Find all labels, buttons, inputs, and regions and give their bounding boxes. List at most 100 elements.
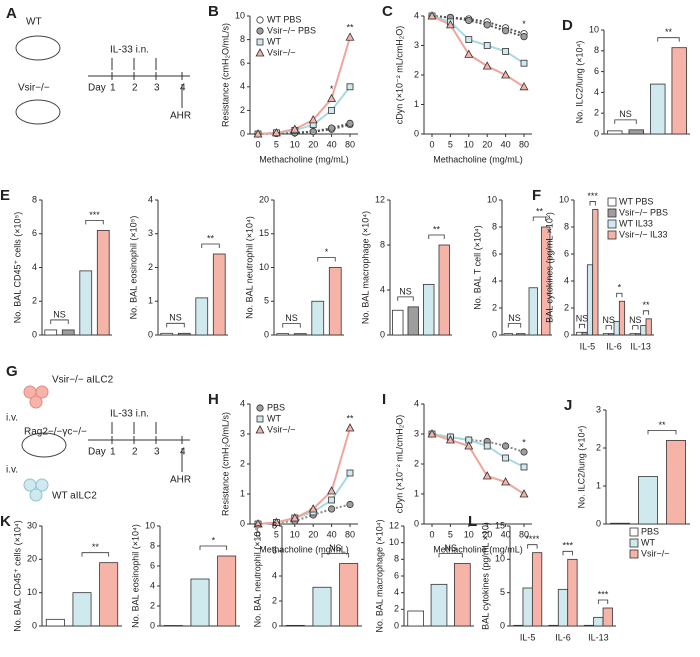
y-tick-label: 4 (32, 262, 37, 272)
x-tick-label: 20 (308, 529, 318, 539)
bracket (397, 296, 414, 301)
y-tick-label: 1 (414, 488, 419, 498)
y-tick-label: 4 (414, 398, 419, 408)
marker (290, 513, 300, 522)
y-tick-label: 4 (240, 398, 245, 408)
y-tick-label: 10 (259, 262, 269, 272)
y-tick-label: 4 (594, 87, 599, 97)
cell (35, 385, 49, 399)
bracket (507, 323, 522, 328)
y-axis-label: No. BAL CD45⁺ cells (×10⁵) (12, 212, 22, 323)
bar (438, 244, 450, 336)
bracket (527, 544, 538, 549)
x-tick-label: 10 (290, 529, 300, 539)
significance: NS (508, 313, 521, 323)
x-tick-label: 80 (519, 529, 529, 539)
bar (583, 624, 595, 627)
bracket (50, 319, 69, 324)
y-tick-label: 8 (150, 540, 155, 550)
y-tick-label: 0 (394, 620, 399, 630)
bar (610, 522, 630, 525)
x-tick-label: 80 (345, 529, 355, 539)
x-tick-label: 0 (255, 529, 260, 539)
significance: ** (642, 300, 650, 310)
panel-label: J (564, 397, 572, 414)
y-tick-label: 8 (380, 239, 385, 249)
y-tick-label: 6 (564, 248, 569, 258)
significance: ** (346, 413, 354, 423)
marker (464, 49, 474, 58)
bracket (597, 599, 609, 604)
marker (346, 500, 354, 509)
bar (503, 333, 513, 336)
legend-swatch (629, 527, 639, 537)
bar (217, 555, 237, 627)
y-axis-label: No. BAL T cell (×10⁴) (472, 225, 482, 310)
y-tick-label: 20 (259, 194, 269, 204)
y-tick-label: 6 (594, 66, 599, 76)
y-tick-label: 0 (272, 620, 277, 630)
y-tick-label: 6 (32, 228, 37, 238)
marker (327, 505, 336, 513)
bar (190, 578, 210, 627)
marker (308, 504, 318, 513)
bracket (321, 553, 350, 558)
y-tick-label: 1 (148, 296, 153, 306)
marker (501, 442, 510, 450)
bracket (166, 322, 185, 328)
legend-label: Vsir−/− (267, 47, 296, 57)
bar (629, 333, 636, 336)
marker (501, 27, 510, 35)
mouse (21, 432, 67, 458)
significance: * (522, 437, 526, 447)
bar (312, 586, 332, 627)
y-tick-label: 4 (492, 275, 497, 285)
y-tick-label: 2 (240, 105, 245, 115)
significance: ** (665, 27, 673, 37)
marker (483, 42, 491, 49)
significance: * (522, 19, 526, 29)
legend-label: Vsir−/− PBS (619, 207, 668, 217)
x-tick-label: IL-6 (606, 341, 622, 351)
series-line (431, 15, 525, 88)
bar (61, 329, 75, 336)
x-tick-label: 80 (345, 139, 355, 149)
bar (581, 331, 588, 336)
marker (256, 38, 264, 46)
significance: NS (444, 543, 457, 553)
bar (311, 300, 325, 336)
legend-label: PBS (267, 402, 285, 412)
marker (327, 124, 336, 132)
y-axis-label: No. ILC2/lung (×10⁴) (574, 41, 584, 124)
marker (271, 517, 281, 526)
y-axis-label: No. BAL neutrophil (×10⁴) (252, 525, 262, 628)
x-tick-label: IL-13 (588, 632, 609, 642)
bar (45, 618, 65, 627)
marker (328, 496, 336, 504)
significance: ** (92, 542, 100, 552)
legend-swatch (629, 549, 639, 559)
day: 3 (154, 447, 160, 458)
marker (445, 435, 455, 444)
bar (285, 624, 305, 627)
significance: *** (587, 191, 598, 201)
y-tick-label: 0 (240, 518, 245, 528)
y-tick-label: 8 (394, 554, 399, 564)
bar (671, 47, 687, 135)
bracket (632, 325, 639, 330)
significance: NS (285, 313, 298, 323)
significance: *** (598, 589, 609, 599)
significance: * (618, 283, 622, 293)
significance: ** (207, 233, 215, 243)
bar (592, 209, 599, 336)
marker (483, 21, 491, 29)
series-line (257, 472, 351, 525)
bracket (605, 325, 612, 330)
legend-swatch (607, 197, 617, 207)
bar (392, 309, 404, 336)
series-line (431, 15, 525, 38)
marker (345, 423, 355, 432)
y-axis-label: cDyn (×10⁻² mL/cmH₂O) (394, 415, 404, 514)
treatment: IL-33 i.n. (110, 409, 149, 420)
